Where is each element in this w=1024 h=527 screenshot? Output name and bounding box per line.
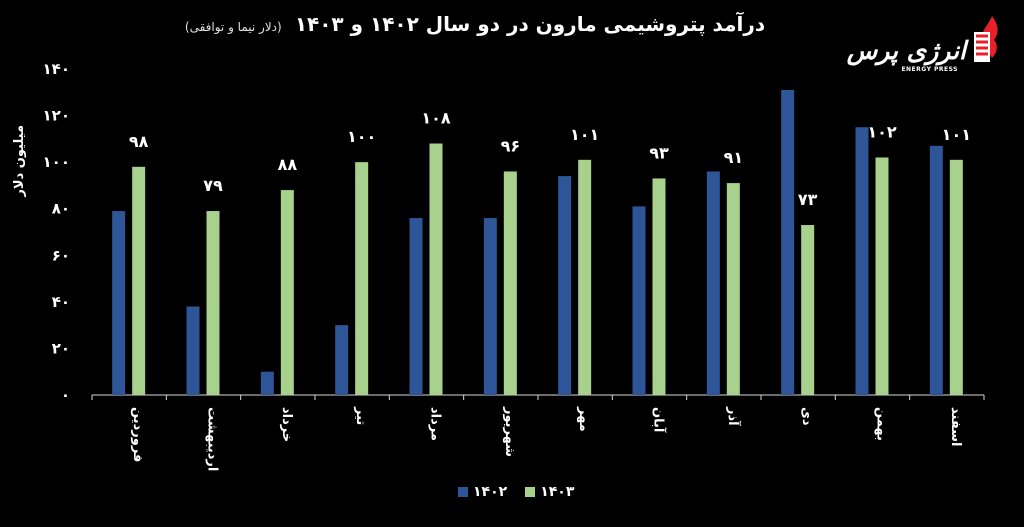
chart-title: درآمد پتروشیمی مارون در دو سال ۱۴۰۲ و ۱۴…	[294, 12, 766, 36]
bar-series-1	[429, 143, 443, 395]
bar-series-1	[949, 159, 963, 395]
bar-series-1	[578, 159, 592, 395]
bar-series-0	[186, 306, 200, 395]
bar-series-0	[855, 127, 869, 395]
data-label: ۹۱	[724, 148, 744, 167]
y-tick-label: ۲۰	[52, 339, 70, 357]
data-label: ۱۰۲	[867, 122, 897, 141]
y-tick-label: ۴۰	[52, 293, 70, 311]
legend: ۱۴۰۲ ۱۴۰۳	[458, 484, 586, 500]
bar-series-1	[206, 211, 220, 395]
x-tick-label: تیر	[353, 406, 368, 425]
y-tick-label: ۰	[61, 386, 70, 404]
bar-series-0	[781, 89, 795, 395]
data-label: ۹۳	[649, 143, 669, 162]
data-label: ۱۰۱	[942, 125, 971, 144]
chart-subtitle: (دلار نیما و توافقی)	[184, 20, 282, 34]
data-label: ۱۰۸	[421, 109, 451, 128]
bar-series-0	[483, 218, 497, 395]
bar-series-0	[706, 171, 720, 395]
chart-title-wrap: درآمد پتروشیمی مارون در دو سال ۱۴۰۲ و ۱۴…	[150, 12, 800, 36]
bar-series-1	[280, 190, 294, 395]
y-tick-label: ۱۰۰	[43, 153, 70, 171]
data-label: ۱۰۱	[570, 125, 599, 144]
bar-series-1	[355, 162, 369, 395]
data-label: ۹۸	[129, 132, 149, 151]
bar-series-1	[875, 157, 889, 395]
y-tick-label: ۸۰	[52, 200, 70, 218]
legend-label-1403: ۱۴۰۳	[540, 484, 575, 500]
bar-series-1	[652, 178, 666, 395]
bar-series-1	[801, 225, 815, 395]
flame-icon	[974, 16, 998, 62]
logo-subtext: ENERGY PRESS	[901, 66, 958, 73]
y-tick-label: ۶۰	[52, 246, 70, 264]
x-tick-label: دی	[799, 407, 814, 426]
bar-series-0	[929, 145, 943, 395]
legend-label-1402: ۱۴۰۲	[473, 484, 508, 500]
x-tick-label: بهمن	[874, 407, 889, 441]
x-tick-label: شهریور	[502, 406, 517, 457]
bar-series-0	[558, 176, 572, 395]
x-tick-label: مرداد	[428, 407, 443, 441]
bar-series-1	[726, 183, 740, 395]
legend-item-1403: ۱۴۰۳	[525, 484, 574, 500]
x-tick-label: فروردین	[130, 407, 145, 462]
x-tick-label: مهر	[576, 406, 591, 432]
legend-item-1402: ۱۴۰۲	[458, 484, 507, 500]
legend-swatch-1403	[525, 487, 536, 497]
bar-series-0	[632, 206, 646, 395]
data-label: ۸۸	[278, 155, 298, 174]
bar-series-1	[503, 171, 517, 395]
x-tick-label: آذر	[725, 406, 742, 426]
bar-series-0	[260, 371, 274, 395]
y-tick-label: ۱۲۰	[43, 107, 70, 125]
bar-series-0	[335, 325, 349, 395]
x-tick-label: اردیبهشت	[205, 407, 220, 471]
legend-swatch-1402	[458, 487, 468, 497]
energy-press-logo: انرژی پرس ENERGY PRESS	[842, 14, 1002, 84]
bar-chart: ۰ ۲۰ ۴۰ ۶۰ ۸۰ ۱۰۰ ۱۲۰ ۱۴۰ ۹۸ فروردین ۷۹ اردیبهشت ۸۸ خ…	[43, 60, 985, 471]
y-tick-label: ۱۴۰	[43, 60, 70, 78]
data-label: ۱۰۰	[347, 127, 376, 146]
logo-text: انرژی پرس	[846, 36, 967, 65]
bar-series-1	[132, 166, 146, 395]
x-tick-label: اسفند	[948, 407, 963, 446]
data-label: ۷۹	[203, 176, 223, 195]
x-tick-label: آبان	[651, 407, 668, 433]
x-tick-label: خرداد	[279, 407, 294, 442]
bar-series-0	[409, 218, 423, 395]
data-label: ۷۳	[798, 190, 818, 209]
bar-series-0	[112, 211, 126, 395]
data-label: ۹۶	[501, 136, 521, 155]
